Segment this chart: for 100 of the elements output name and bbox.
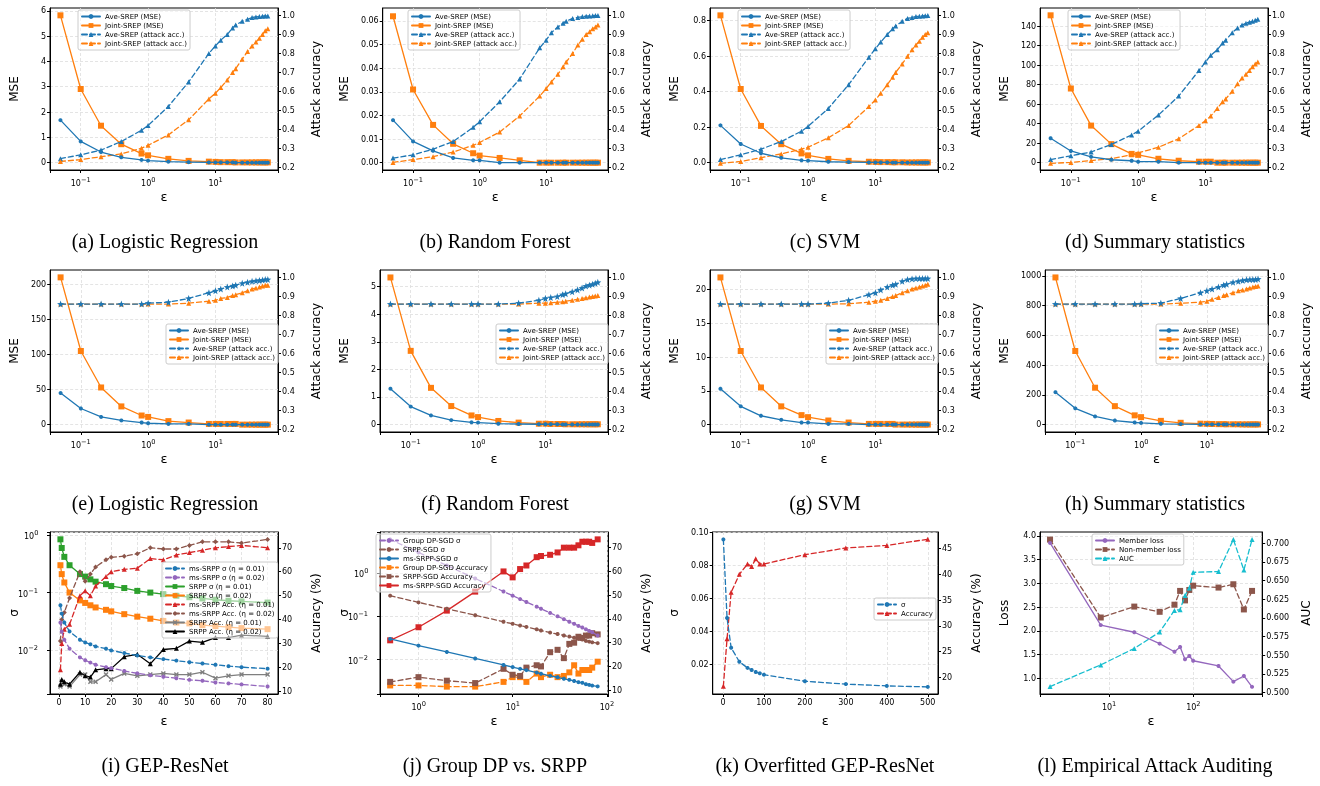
y2-tick-label: 0.575 <box>1266 632 1290 642</box>
y2-tick-label: 0.700 <box>1266 538 1290 548</box>
x-tick-label: 10$^{−1}$ <box>400 437 421 451</box>
x-tick-label: 200 <box>797 697 813 707</box>
x-tick-label: 10$^{0}$ <box>411 699 426 713</box>
y-tick-label: 0.02 <box>360 110 379 120</box>
y-axis-title: MSE <box>7 338 21 364</box>
y-tick-label: 4.0 <box>1023 531 1036 541</box>
x-axis-title: ε <box>821 713 829 728</box>
y2-tick-label: 50 <box>282 591 293 601</box>
text: (k) Overfitted GEP-ResNet <box>715 754 935 777</box>
x-axis-title: ε <box>160 189 168 204</box>
y2-tick-label: 10 <box>282 686 293 696</box>
y-tick-label: 4 <box>370 309 376 319</box>
y2-tick-label: 0.6 <box>1272 348 1285 358</box>
y2-tick-label: 0.4 <box>1272 386 1285 396</box>
y2-tick-label: 0.3 <box>942 405 955 415</box>
y-tick-label: 150 <box>30 314 47 324</box>
y2-tick-label: 1.0 <box>612 273 625 283</box>
y2-tick-label: 35 <box>942 595 953 605</box>
y2-axis-title: Attack accuracy <box>1299 302 1313 400</box>
x-axis-title: ε <box>490 451 498 466</box>
y2-tick-label: 45 <box>942 544 953 554</box>
y2-axis-title: Attack accuracy <box>969 40 983 138</box>
y-tick-label: 2.5 <box>1023 602 1036 612</box>
x-tick-label: 80 <box>262 697 273 707</box>
y2-tick-label: 0.3 <box>942 143 955 153</box>
x-tick-label: 10 <box>80 697 91 707</box>
x-tick-label: 60 <box>210 697 221 707</box>
text: (d) Summary statistics <box>1065 230 1246 253</box>
y-tick-label: 100 <box>30 350 47 360</box>
y2-tick-label: 30 <box>282 639 293 649</box>
y-tick-label: 2 <box>40 107 46 117</box>
y2-tick-label: 0.9 <box>1272 30 1285 40</box>
y2-tick-label: 1.0 <box>1272 11 1285 21</box>
y2-tick-label: 40 <box>942 569 953 579</box>
y-axis-title: MSE <box>667 338 681 364</box>
y2-tick-label: 30 <box>942 621 953 631</box>
y-tick-label: 20 <box>1025 138 1037 148</box>
y2-axis-title: Attack accuracy <box>309 40 323 138</box>
y2-tick-label: 70 <box>612 543 623 553</box>
y2-tick-label: 0.3 <box>1272 143 1285 153</box>
x-tick-label: 500 <box>920 697 936 707</box>
y-tick-label: 3.5 <box>1023 555 1036 565</box>
y2-tick-label: 1.0 <box>282 273 295 283</box>
text: (f) Random Forest <box>421 492 570 515</box>
x-tick-label: 10$^{0}$ <box>1134 437 1149 451</box>
x-tick-label: 10$^{0}$ <box>801 437 816 451</box>
y-tick-label: 0.00 <box>360 158 379 168</box>
y2-tick-label: 0.4 <box>612 386 625 396</box>
y-axis-title: MSE <box>997 338 1011 364</box>
y2-tick-label: 0.525 <box>1266 669 1290 679</box>
y2-axis-title: Attack accuracy <box>969 302 983 400</box>
y2-tick-label: 0.5 <box>1272 367 1285 377</box>
y2-tick-label: 0.5 <box>942 105 955 115</box>
y-tick-label: 100 <box>1020 60 1037 70</box>
y2-tick-label: 0.4 <box>1272 124 1285 134</box>
y2-tick-label: 0.5 <box>612 367 625 377</box>
y-axis-title: Loss <box>997 599 1011 627</box>
y-tick-label: 4 <box>40 56 46 66</box>
x-axis-title: ε <box>1147 713 1155 728</box>
x-tick-label: 10$^{−1}$ <box>70 437 91 451</box>
y2-tick-label: 0.8 <box>282 310 295 320</box>
y-tick-label: 0.0 <box>693 158 706 168</box>
y2-tick-label: 0.7 <box>612 329 625 339</box>
x-tick-label: 10$^{2}$ <box>599 699 615 713</box>
y2-tick-label: 0.8 <box>612 310 625 320</box>
x-tick-label: 10$^{0}$ <box>472 175 488 189</box>
text: (g) SVM <box>789 492 862 515</box>
y2-axis-title: Accuracy (%) <box>309 573 323 653</box>
text: (i) GEP-ResNet <box>101 754 230 777</box>
y2-tick-label: 0.6 <box>942 348 955 358</box>
y2-tick-label: 0.3 <box>282 405 295 415</box>
y2-tick-label: 20 <box>282 662 293 672</box>
y-tick-label: 0.06 <box>360 16 379 26</box>
y-axis-title: MSE <box>7 76 21 102</box>
y2-tick-label: 0.9 <box>942 30 955 40</box>
y2-tick-label: 0.8 <box>942 310 955 320</box>
y2-tick-label: 0.5 <box>282 367 295 377</box>
y2-tick-label: 1.0 <box>612 11 625 21</box>
x-tick-label: 10$^{−1}$ <box>1065 437 1086 451</box>
y2-tick-label: 0.9 <box>282 292 295 302</box>
y2-tick-label: 0.3 <box>1272 405 1285 415</box>
x-axis-title: ε <box>1150 189 1158 204</box>
y-tick-label: 10 <box>695 352 706 362</box>
y2-tick-label: 0.4 <box>942 386 955 396</box>
x-tick-label: 300 <box>838 697 854 707</box>
y2-tick-label: 0.8 <box>612 48 625 58</box>
x-tick-label: 10$^{−1}$ <box>403 175 424 189</box>
y-tick-label: 0.04 <box>360 63 379 73</box>
y2-tick-label: 0.2 <box>1272 424 1285 434</box>
y-tick-label: 60 <box>1025 99 1037 109</box>
x-tick-label: 10$^{1}$ <box>1199 437 1215 451</box>
y2-tick-label: 0.7 <box>1272 67 1285 77</box>
y-tick-label: 5 <box>40 31 46 41</box>
x-axis-title: ε <box>160 451 168 466</box>
y2-tick-label: 0.3 <box>612 143 625 153</box>
x-tick-label: 10$^{−1}$ <box>730 175 751 189</box>
y-tick-label: 0 <box>41 420 47 430</box>
y-tick-label: 0.02 <box>690 659 709 669</box>
